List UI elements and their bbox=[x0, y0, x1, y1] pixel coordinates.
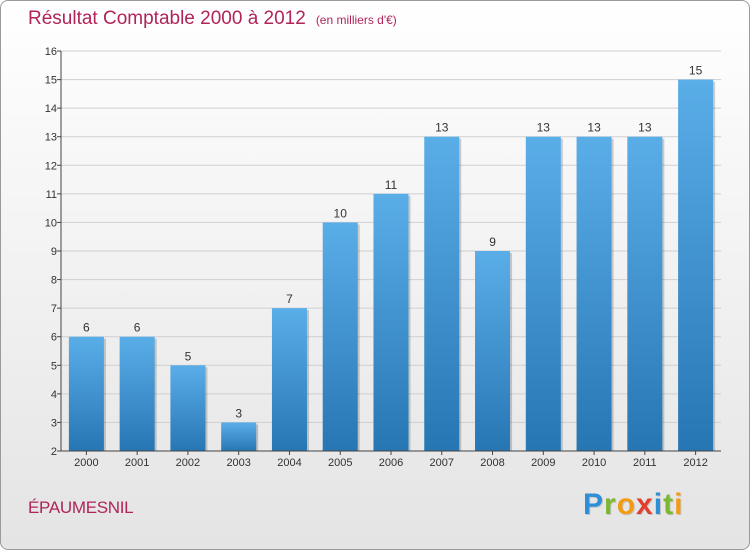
logo-letter: P bbox=[583, 488, 605, 521]
data-label: 7 bbox=[286, 292, 293, 306]
data-label: 10 bbox=[334, 206, 348, 220]
y-tick-label: 3 bbox=[51, 417, 57, 429]
x-tick-label: 2002 bbox=[176, 457, 200, 469]
x-tick-label: 2001 bbox=[125, 457, 149, 469]
x-tick-label: 2011 bbox=[633, 457, 657, 469]
data-label: 9 bbox=[489, 235, 496, 249]
bar-2000 bbox=[68, 336, 104, 451]
bar-2003 bbox=[221, 422, 257, 451]
data-label: 13 bbox=[537, 121, 551, 135]
bar-2007 bbox=[424, 136, 460, 451]
logo-letter: x bbox=[636, 488, 654, 521]
y-tick-label: 14 bbox=[45, 103, 57, 115]
bar-2012 bbox=[678, 79, 714, 452]
y-tick-label: 15 bbox=[45, 75, 57, 87]
logo-letter: o bbox=[616, 488, 637, 521]
y-tick-label: 5 bbox=[51, 360, 57, 372]
bar-2005 bbox=[322, 222, 358, 451]
y-tick-label: 8 bbox=[51, 275, 57, 287]
x-tick-label: 2010 bbox=[582, 457, 606, 469]
bar-2001 bbox=[119, 336, 155, 451]
x-tick-label: 2006 bbox=[379, 457, 403, 469]
y-tick-label: 13 bbox=[45, 132, 57, 144]
title-unit: (en milliers d'€) bbox=[315, 13, 397, 27]
y-tick-label: 9 bbox=[51, 246, 57, 258]
y-tick-label: 2 bbox=[51, 446, 57, 458]
data-label: 6 bbox=[134, 321, 141, 335]
data-label: 13 bbox=[638, 121, 652, 135]
data-label: 15 bbox=[689, 64, 703, 78]
x-tick-label: 2003 bbox=[226, 457, 250, 469]
bar-2008 bbox=[475, 251, 511, 451]
x-tick-label: 2009 bbox=[531, 457, 555, 469]
y-tick-label: 11 bbox=[46, 189, 57, 201]
data-label: 13 bbox=[435, 121, 449, 135]
y-tick-label: 7 bbox=[51, 303, 57, 315]
y-tick-label: 6 bbox=[51, 332, 57, 344]
x-tick-label: 2008 bbox=[480, 457, 504, 469]
data-label: 13 bbox=[587, 121, 601, 135]
x-tick-label: 2000 bbox=[74, 457, 98, 469]
logo-letter: i bbox=[674, 488, 684, 521]
title-text: Résultat Comptable 2000 à 2012 bbox=[28, 8, 306, 29]
logo-letter: r bbox=[604, 488, 617, 521]
y-tick-label: 16 bbox=[45, 46, 57, 58]
chart-title: Résultat Comptable 2000 à 2012 (en millie… bbox=[28, 8, 397, 30]
y-tick-label: 10 bbox=[45, 217, 57, 229]
data-label: 6 bbox=[83, 321, 90, 335]
x-tick-label: 2012 bbox=[683, 457, 707, 469]
bar-2011 bbox=[627, 136, 663, 451]
y-tick-label: 4 bbox=[51, 389, 57, 401]
bar-2002 bbox=[170, 365, 206, 451]
y-tick-label: 12 bbox=[45, 160, 57, 172]
logo-letter: t bbox=[663, 488, 675, 521]
data-label: 3 bbox=[235, 406, 242, 420]
bar-2004 bbox=[271, 308, 307, 451]
x-tick-label: 2005 bbox=[328, 457, 352, 469]
data-label: 11 bbox=[385, 178, 398, 192]
bar-2010 bbox=[576, 136, 612, 451]
bars: 6 6 5 3 7 10 11 13 9 13 13 13 15 bbox=[68, 64, 716, 452]
x-tick-label: 2007 bbox=[430, 457, 454, 469]
bar-2006 bbox=[373, 193, 409, 451]
data-label: 5 bbox=[185, 349, 192, 363]
x-tick-label: 2004 bbox=[277, 457, 301, 469]
proxiti-logo[interactable]: Proxiti bbox=[583, 488, 683, 522]
commune-name: ÉPAUMESNIL bbox=[28, 498, 134, 517]
axes: 2 3 4 5 6 7 8 9 10 11 12 13 14 15 16 2000 2001 2002 2003 20… bbox=[45, 46, 721, 469]
logo-letter: i bbox=[653, 488, 664, 521]
bar-2009 bbox=[525, 136, 561, 451]
